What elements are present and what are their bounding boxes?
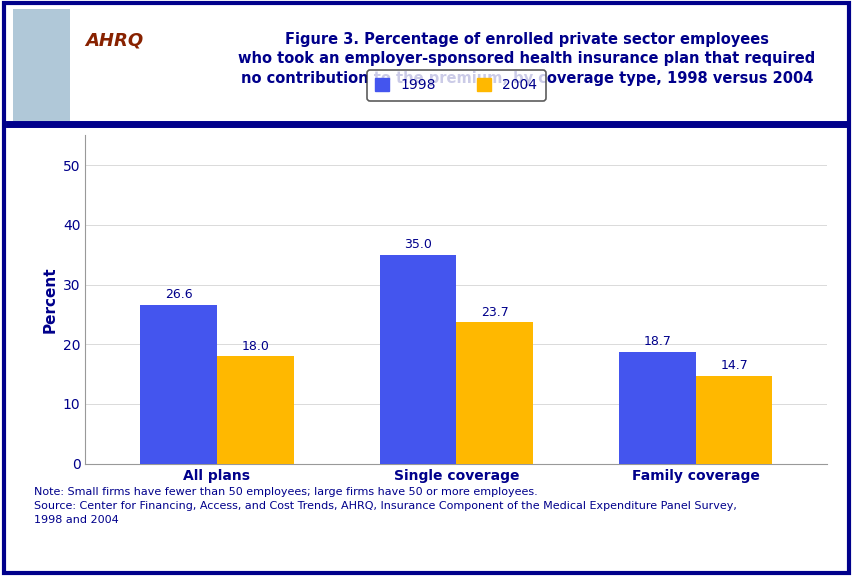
Text: Figure 3. Percentage of enrolled private sector employees
who took an employer-s: Figure 3. Percentage of enrolled private… — [238, 32, 815, 86]
Bar — [695, 376, 771, 464]
Bar — [216, 356, 293, 464]
Text: 26.6: 26.6 — [164, 289, 193, 301]
Text: AHRQ: AHRQ — [85, 31, 143, 49]
Legend: 1998, 2004: 1998, 2004 — [366, 70, 545, 101]
Bar — [379, 255, 456, 464]
Text: 18.0: 18.0 — [241, 340, 269, 353]
Text: Advancing
Excellence in
Health Care: Advancing Excellence in Health Care — [89, 63, 139, 94]
Y-axis label: Percent: Percent — [43, 266, 57, 333]
Text: 35.0: 35.0 — [404, 238, 431, 251]
Text: 23.7: 23.7 — [481, 306, 508, 319]
Bar — [141, 305, 216, 464]
Text: 18.7: 18.7 — [642, 335, 671, 348]
Text: Note: Small firms have fewer than 50 employees; large firms have 50 or more empl: Note: Small firms have fewer than 50 emp… — [34, 487, 736, 525]
Bar — [13, 9, 70, 121]
Bar — [456, 322, 532, 464]
Text: 14.7: 14.7 — [719, 359, 747, 372]
Bar — [619, 352, 695, 464]
